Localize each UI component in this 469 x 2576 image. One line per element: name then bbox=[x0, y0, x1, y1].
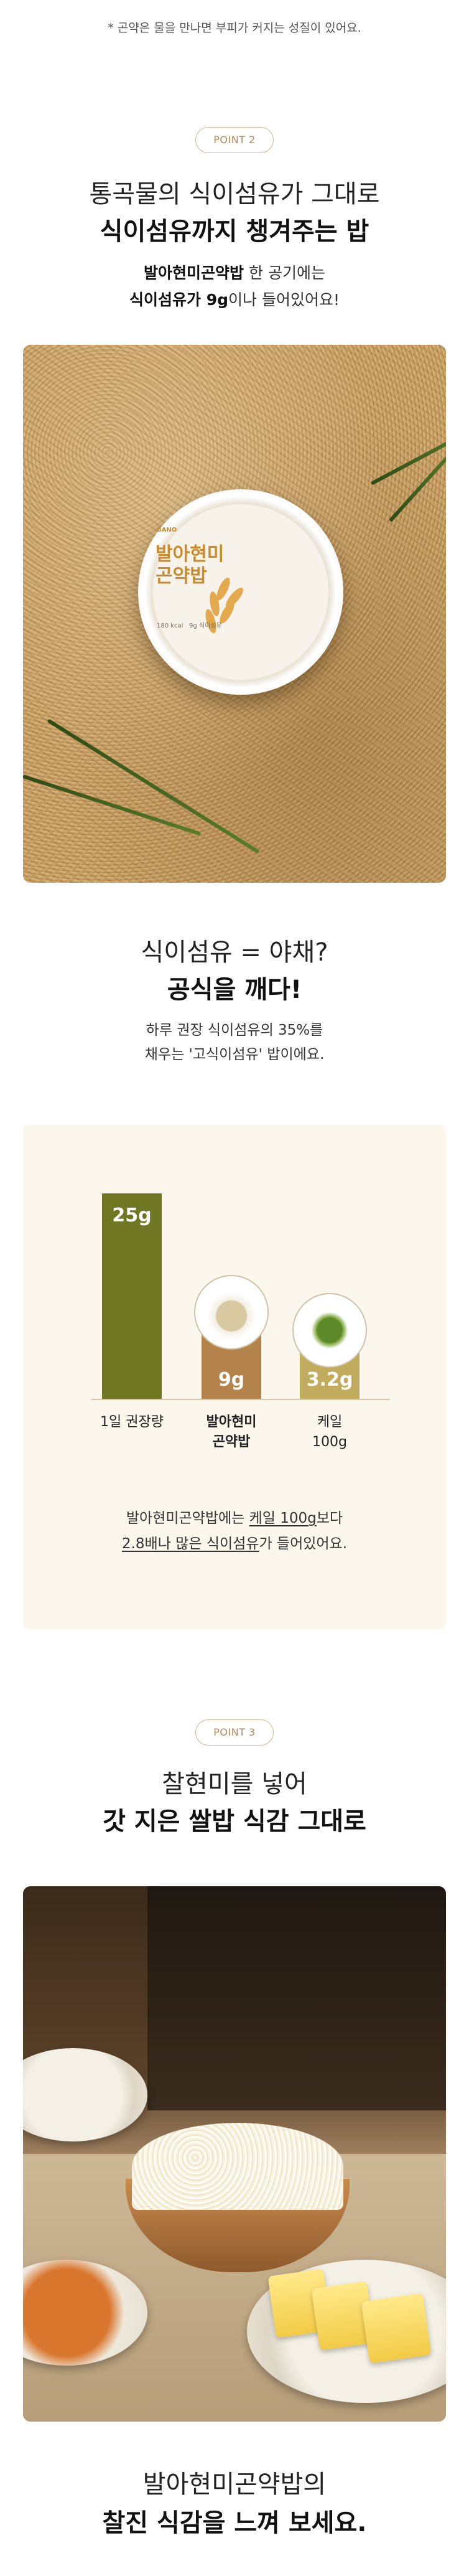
closing-line1: 발아현미곤약밥의 bbox=[142, 2470, 327, 2499]
bar-value-label: 9g bbox=[218, 1369, 245, 1391]
bar-value-label: 3.2g bbox=[306, 1369, 353, 1391]
bar-value-label: 25g bbox=[112, 1205, 152, 1226]
point3-headline: 찰현미를 넣어 갓 지은 쌀밥 식감 그대로 bbox=[0, 1765, 469, 1840]
chart-note: 발아현미곤약밥에는 케일 100g보다 2.8배나 많은 식이섬유가 들어있어요… bbox=[121, 1510, 348, 1553]
category-label-line: 발아현미 bbox=[206, 1414, 257, 1430]
container-title: 발아현미 곤약밥 bbox=[156, 543, 225, 587]
fiber-amount-text: 식이섬유가 9g bbox=[129, 290, 228, 309]
fiber-headline: 식이섬유 = 야채? 공식을 깨다! bbox=[0, 934, 469, 1008]
point3-headline-line2: 갓 지은 쌀밥 식감 그대로 bbox=[103, 1807, 366, 1836]
sub-line1-rest: 한 공기에는 bbox=[244, 264, 325, 282]
chart-baseline bbox=[91, 1399, 390, 1400]
brand-logo: BANO bbox=[157, 527, 177, 534]
rice-bowl bbox=[126, 2123, 350, 2272]
side-dish-plate-1 bbox=[23, 2048, 147, 2141]
rice-meal-photo bbox=[23, 1886, 446, 2422]
point3-badge: POINT 3 bbox=[195, 1719, 274, 1746]
category-label-line: 1일 권장량 bbox=[100, 1414, 164, 1430]
fiber-headline-line1: 식이섬유 = 야채? bbox=[141, 938, 328, 967]
category-label-line: 케일 bbox=[317, 1414, 343, 1430]
kale-icon bbox=[292, 1293, 367, 1368]
chart-plot-area: 25g 9g 3.2g bbox=[23, 1125, 446, 1449]
fiber-sub-line1: 하루 권장 식이섬유의 35%를 bbox=[146, 1022, 323, 1038]
category-label: 케일 100g bbox=[280, 1413, 379, 1452]
egg-roll-3 bbox=[361, 2293, 432, 2364]
rice-grains-product-photo: BANO 발아현미 곤약밥 180 kcal 9g 식이섬유 bbox=[23, 345, 446, 883]
chart-note-multiplier: 2.8배나 많은 식이섬유 bbox=[121, 1536, 259, 1553]
chart-note-kale: 케일 100g bbox=[249, 1510, 317, 1526]
side-dish-plate-2 bbox=[23, 2260, 147, 2366]
fiber-headline-line2: 공식을 깨다! bbox=[167, 975, 302, 1004]
product-name-text: 발아현미곤약밥 bbox=[144, 264, 244, 282]
container-stats: 180 kcal 9g 식이섬유 bbox=[157, 623, 222, 629]
category-label: 1일 권장량 bbox=[82, 1413, 182, 1432]
konjac-rice-container: BANO 발아현미 곤약밥 180 kcal 9g 식이섬유 bbox=[138, 489, 343, 695]
fiber-sub-line2: 채우는 '고식이섬유' 밥이에요. bbox=[144, 1046, 325, 1063]
category-label-line: 100g bbox=[312, 1434, 347, 1450]
point2-headline-line2: 식이섬유까지 챙겨주는 밥 bbox=[100, 217, 369, 246]
point2-badge: POINT 2 bbox=[195, 127, 274, 153]
point2-headline-line1: 통곡물의 식이섬유가 그대로 bbox=[89, 180, 380, 209]
sub-line2-rest: 이나 들어있어요! bbox=[228, 290, 340, 309]
category-label-line: 곤약밥 bbox=[212, 1434, 251, 1450]
point2-subtext: 발아현미곤약밥 한 공기에는 식이섬유가 9g이나 들어있어요! bbox=[0, 260, 469, 313]
chart-note-product: 발아현미곤약밥 bbox=[126, 1510, 218, 1526]
bar-1: 25g bbox=[102, 1193, 162, 1399]
closing-message: 발아현미곤약밥의 찰진 식감을 느껴 보세요. bbox=[0, 2465, 469, 2542]
point3-headline-line1: 찰현미를 넣어 bbox=[162, 1770, 307, 1798]
closing-line2: 찰진 식감을 느껴 보세요. bbox=[102, 2509, 367, 2537]
konjac-note: * 곤약은 물을 만나면 부피가 커지는 성질이 있어요. bbox=[108, 21, 361, 35]
point2-headline: 통곡물의 식이섬유가 그대로 식이섬유까지 챙겨주는 밥 bbox=[0, 176, 469, 250]
fiber-comparison-chart: 25g 9g 3.2g 1일 권장량 발아현미 곤약밥 케일 100g 발아현미곤약밥에는 … bbox=[23, 1125, 446, 1629]
rice-bowl-icon bbox=[194, 1275, 269, 1350]
fiber-subtext: 하루 권장 식이섬유의 35%를 채우는 '고식이섬유' 밥이에요. bbox=[0, 1018, 469, 1067]
